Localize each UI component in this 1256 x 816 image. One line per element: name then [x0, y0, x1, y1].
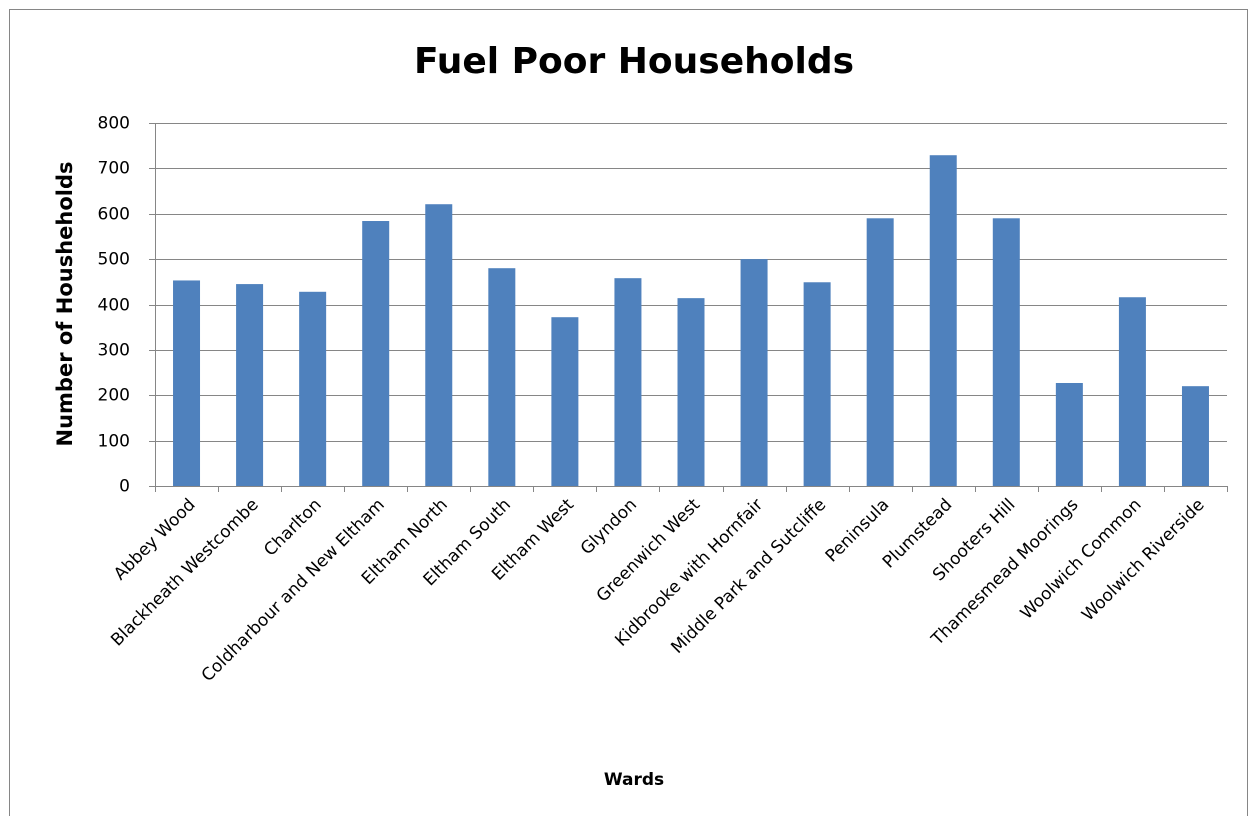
- bar: [614, 278, 642, 486]
- y-axis-title: Number of Housheholds: [53, 162, 77, 447]
- bar: [362, 221, 390, 486]
- y-tick-label: 200: [98, 386, 130, 406]
- y-tick-label: 100: [98, 432, 130, 452]
- y-tick-label: 600: [98, 205, 130, 225]
- bar: [677, 298, 705, 486]
- bar: [488, 268, 516, 486]
- bar: [1181, 386, 1209, 486]
- y-tick-label: 700: [98, 159, 130, 179]
- bar: [992, 218, 1020, 486]
- y-tick-label: 0: [119, 477, 130, 497]
- bar: [1118, 297, 1146, 486]
- y-tick-label: 300: [98, 341, 130, 361]
- bar: [173, 280, 201, 486]
- x-axis-title: Wards: [604, 770, 664, 790]
- bar: [299, 291, 327, 486]
- chart-title: Fuel Poor Households: [414, 41, 854, 82]
- bar: [866, 218, 894, 486]
- y-tick-label: 800: [98, 114, 130, 134]
- bar: [551, 317, 579, 486]
- bar: [740, 259, 768, 486]
- bar: [1055, 382, 1083, 486]
- bar: [803, 282, 831, 486]
- bar: [929, 155, 957, 486]
- bar: [425, 204, 453, 486]
- y-tick-label: 500: [98, 250, 130, 270]
- y-tick-label: 400: [98, 296, 130, 316]
- bar: [236, 284, 264, 486]
